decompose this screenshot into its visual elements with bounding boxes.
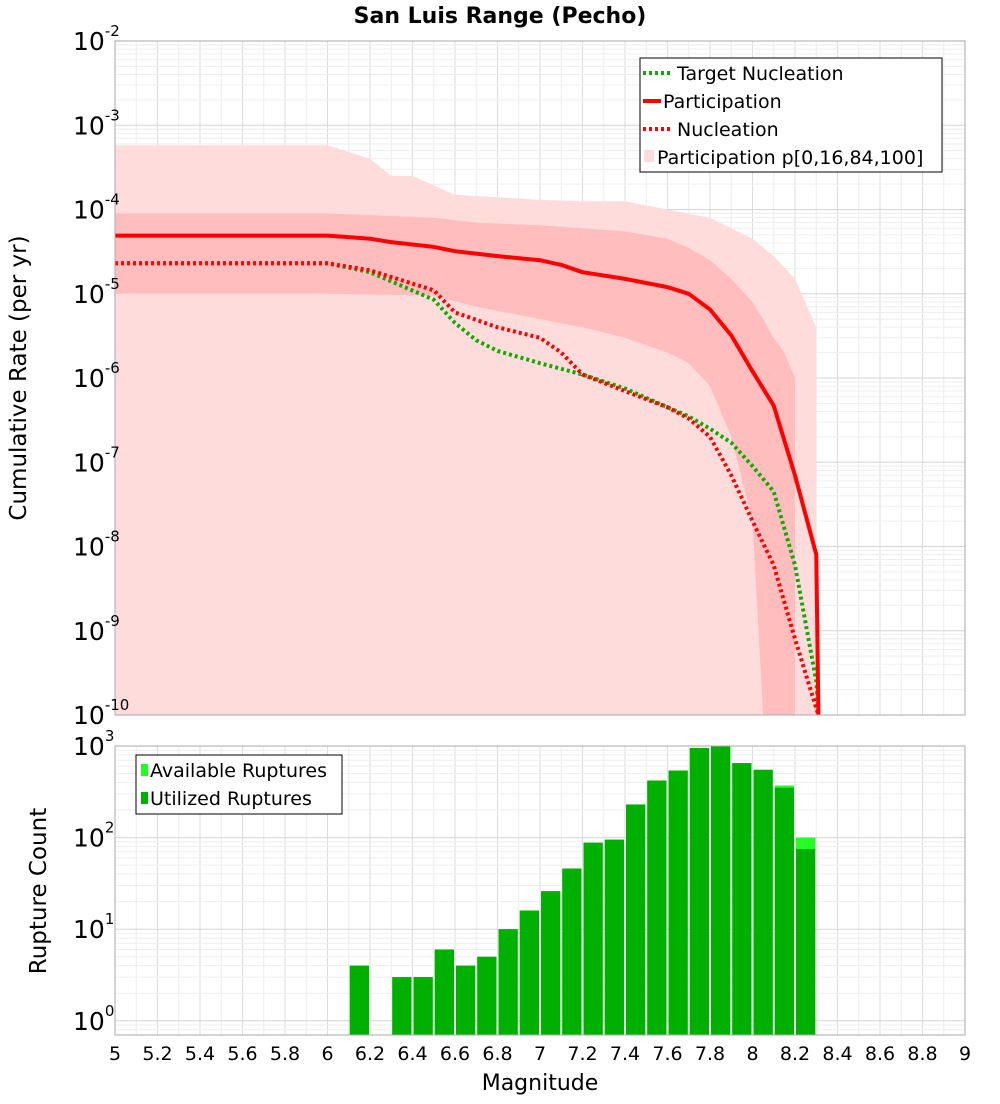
top-y-tick-label: 10-9 bbox=[73, 612, 120, 646]
x-tick-label: 7.6 bbox=[652, 1043, 682, 1065]
x-tick-label: 6 bbox=[321, 1043, 333, 1065]
x-tick-label: 7 bbox=[534, 1043, 546, 1065]
chart-title: San Luis Range (Pecho) bbox=[354, 4, 647, 29]
line-participation bbox=[115, 233, 821, 716]
bar-utilized bbox=[349, 965, 369, 1035]
x-tick-label: 8.2 bbox=[780, 1043, 810, 1065]
legend-label-nucleation: Nucleation bbox=[677, 119, 779, 141]
legend-label-utilized: Utilized Ruptures bbox=[150, 788, 312, 810]
bar-utilized bbox=[604, 839, 624, 1035]
line-target-nucleation bbox=[115, 261, 821, 716]
x-axis-label: Magnitude bbox=[482, 1071, 599, 1096]
top-y-tick-label: 10-10 bbox=[73, 696, 129, 730]
x-tick-label: 9 bbox=[959, 1043, 971, 1065]
bar-utilized bbox=[732, 763, 752, 1035]
bottom-y-tick-label: 103 bbox=[73, 727, 114, 761]
legend-label-available: Available Ruptures bbox=[150, 760, 327, 782]
x-tick-label: 5.6 bbox=[227, 1043, 257, 1065]
x-tick-label: 8.6 bbox=[865, 1043, 895, 1065]
top-y-axis-label: Cumulative Rate (per yr) bbox=[6, 235, 32, 520]
x-tick-label: 7.8 bbox=[695, 1043, 725, 1065]
top-lines bbox=[115, 233, 821, 716]
bar-utilized bbox=[392, 977, 412, 1035]
x-tick-label: 7.4 bbox=[610, 1043, 640, 1065]
legend-label-participation-band: Participation p[0,16,84,100] bbox=[657, 147, 923, 169]
bottom-bars bbox=[349, 746, 816, 1035]
bottom-y-axis-label: Rupture Count bbox=[26, 808, 52, 974]
top-y-tick-label: 10-2 bbox=[73, 22, 120, 56]
bottom-plot-frame bbox=[114, 745, 966, 1036]
bottom-y-tick-label: 100 bbox=[73, 1002, 114, 1036]
top-plot-frame bbox=[114, 40, 966, 716]
legend-swatch-available bbox=[141, 764, 148, 776]
bar-utilized bbox=[562, 868, 582, 1035]
x-tick-label: 5.4 bbox=[185, 1043, 215, 1065]
top-legend: Target Nucleation Participation Nucleati… bbox=[639, 57, 943, 173]
bar-utilized bbox=[519, 910, 539, 1035]
bottom-y-tick-label: 101 bbox=[73, 910, 114, 944]
bar-utilized bbox=[434, 949, 454, 1035]
x-tick-label: 6.6 bbox=[440, 1043, 470, 1065]
top-y-tick-label: 10-5 bbox=[73, 275, 120, 309]
x-tick-label: 5 bbox=[109, 1043, 121, 1065]
legend-swatch-utilized bbox=[141, 792, 148, 804]
bar-utilized bbox=[689, 748, 709, 1035]
bottom-legend: Available Ruptures Utilized Ruptures bbox=[135, 754, 343, 815]
top-y-tick-label: 10-6 bbox=[73, 359, 120, 393]
top-y-axis-ticks: 10-10 10-9 10-8 10-7 10-6 10-5 10-4 10-3 10-2 bbox=[73, 22, 129, 730]
bar-utilized bbox=[647, 780, 667, 1035]
bar-utilized bbox=[774, 787, 794, 1035]
bottom-x-axis-ticks: 5 5.2 5.4 5.6 5.8 6 6.2 6.4 6.6 6.8 7 7.2 7.4 7.6 7.8 8… bbox=[109, 1043, 971, 1065]
legend-label-participation: Participation bbox=[663, 91, 782, 113]
top-y-tick-label: 10-4 bbox=[73, 191, 120, 225]
bar-utilized bbox=[477, 956, 497, 1035]
x-tick-label: 5.8 bbox=[270, 1043, 300, 1065]
bar-utilized bbox=[796, 849, 816, 1035]
bar-utilized bbox=[753, 769, 773, 1035]
bar-utilized bbox=[583, 842, 603, 1035]
bar-utilized bbox=[413, 977, 433, 1035]
x-tick-label: 6.2 bbox=[355, 1043, 385, 1065]
bar-utilized bbox=[541, 891, 561, 1035]
bar-utilized bbox=[668, 770, 688, 1035]
x-tick-label: 6.4 bbox=[397, 1043, 427, 1065]
bottom-y-tick-label: 102 bbox=[73, 819, 114, 853]
bar-utilized bbox=[626, 804, 646, 1035]
x-tick-label: 5.2 bbox=[142, 1043, 172, 1065]
x-tick-label: 8 bbox=[746, 1043, 758, 1065]
top-legend-box bbox=[639, 57, 943, 173]
top-y-tick-label: 10-7 bbox=[73, 443, 120, 477]
top-y-tick-label: 10-8 bbox=[73, 528, 120, 562]
legend-swatch-participation-band bbox=[644, 150, 654, 162]
legend-label-target-nucleation: Target Nucleation bbox=[676, 63, 844, 85]
bar-utilized bbox=[456, 965, 476, 1035]
bottom-y-axis-ticks: 100 101 102 103 bbox=[73, 727, 114, 1036]
top-y-tick-label: 10-3 bbox=[73, 106, 120, 140]
x-tick-label: 8.4 bbox=[822, 1043, 852, 1065]
x-tick-label: 6.8 bbox=[482, 1043, 512, 1065]
bar-utilized bbox=[498, 929, 518, 1035]
bottom-legend-box bbox=[135, 754, 343, 815]
x-tick-label: 7.2 bbox=[567, 1043, 597, 1065]
x-tick-label: 8.8 bbox=[907, 1043, 937, 1065]
bar-utilized bbox=[711, 746, 731, 1035]
